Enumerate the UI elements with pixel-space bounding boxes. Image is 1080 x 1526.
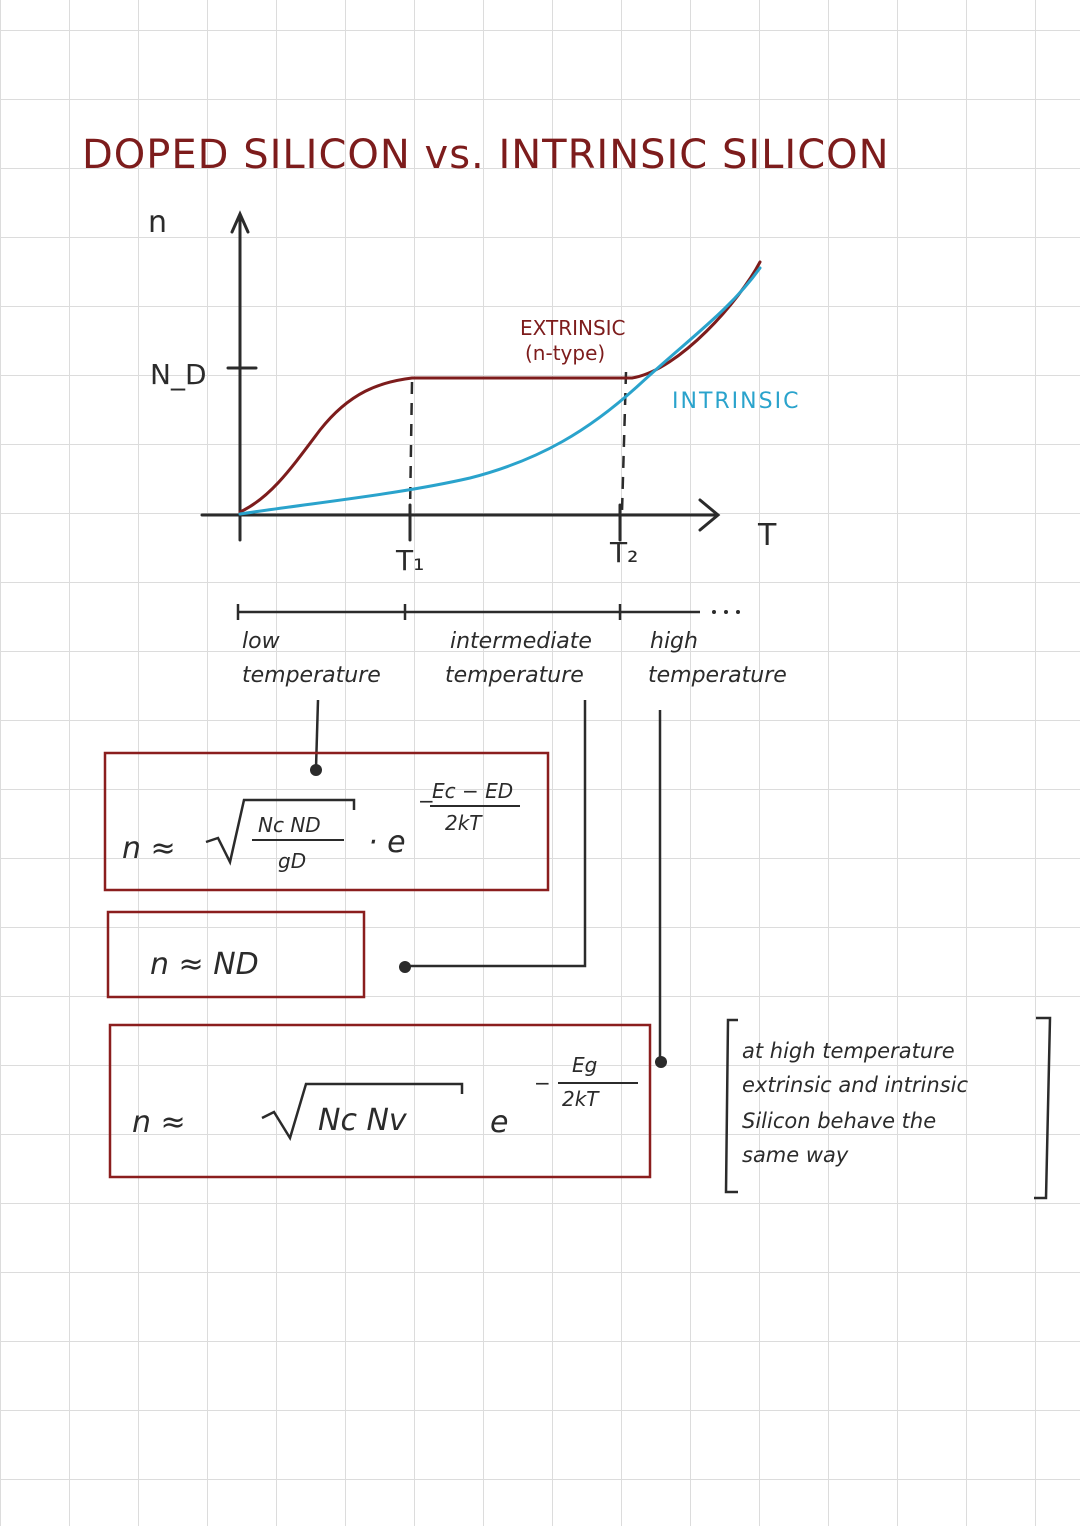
t2-dashed-line bbox=[620, 371, 628, 513]
extrinsic-curve bbox=[238, 260, 762, 514]
extrinsic-label: EXTRINSIC bbox=[520, 316, 626, 340]
t2-label: T₂ bbox=[609, 536, 638, 569]
connectors bbox=[314, 699, 662, 1060]
connector-dots bbox=[310, 764, 667, 1068]
range-bar bbox=[236, 604, 700, 620]
ellipsis-dot bbox=[724, 610, 728, 614]
low-formula-lhs: n ≈ bbox=[122, 831, 176, 866]
high-formula-box bbox=[108, 1023, 652, 1179]
ellipsis-dot bbox=[736, 610, 740, 614]
low-range-label-2: temperature bbox=[242, 663, 381, 688]
low-range-label: low bbox=[242, 629, 281, 654]
high-sqrt-sign bbox=[261, 1082, 464, 1142]
low-formula-box bbox=[103, 751, 550, 892]
high-range-label-2: temperature bbox=[648, 663, 787, 688]
x-axis-arrow bbox=[698, 498, 721, 532]
mid-connector-dot bbox=[399, 961, 411, 973]
mid-range-label: intermediate bbox=[450, 629, 592, 654]
x-axis-label: T bbox=[757, 518, 777, 553]
note-left-bracket bbox=[724, 1018, 738, 1194]
extrinsic-type-label: (n-type) bbox=[525, 341, 605, 365]
mid-formula: n ≈ ND bbox=[150, 947, 259, 982]
low-denominator: gD bbox=[278, 849, 306, 873]
low-dot-e: · e bbox=[368, 825, 406, 860]
note-line-3: Silicon behave the bbox=[742, 1109, 936, 1133]
high-connector-dot bbox=[655, 1056, 667, 1068]
high-root-content: Nc Nv bbox=[318, 1103, 408, 1138]
t1-dashed-line bbox=[408, 381, 414, 513]
guide-lines bbox=[408, 371, 628, 513]
low-numerator: Nc ND bbox=[258, 813, 321, 837]
low-connector bbox=[314, 699, 320, 769]
note-right-bracket bbox=[1034, 1016, 1052, 1200]
mid-connector bbox=[405, 700, 587, 968]
low-connector-dot bbox=[310, 764, 322, 776]
ellipsis-dot bbox=[712, 610, 716, 614]
high-formula-lhs: n ≈ bbox=[132, 1105, 186, 1140]
high-range-label: high bbox=[650, 629, 698, 654]
mid-range-label-2: temperature bbox=[445, 663, 584, 688]
high-exp-numerator: Eg bbox=[572, 1053, 597, 1077]
note-line-2: extrinsic and intrinsic bbox=[742, 1073, 968, 1097]
range-ellipsis bbox=[712, 610, 740, 614]
note-line-4: same way bbox=[742, 1143, 849, 1167]
t1-label: T₁ bbox=[395, 544, 424, 577]
low-sqrt-sign bbox=[205, 798, 356, 866]
note-line-1: at high temperature bbox=[742, 1039, 955, 1063]
intrinsic-curve bbox=[238, 266, 762, 516]
page-title: DOPED SILICON vs. INTRINSIC SILICON bbox=[82, 132, 890, 178]
high-exp-denominator: 2kT bbox=[562, 1087, 600, 1111]
high-exp-sign: − bbox=[534, 1071, 551, 1095]
low-exp-denominator: 2kT bbox=[445, 811, 483, 835]
intrinsic-label: INTRINSIC bbox=[672, 389, 800, 414]
high-e: e bbox=[490, 1105, 508, 1140]
y-axis-label: n bbox=[148, 205, 167, 240]
mid-formula-box bbox=[106, 910, 366, 999]
low-exp-numerator: Ec − ED bbox=[432, 779, 513, 803]
nd-tick-label: N_D bbox=[150, 358, 207, 391]
y-axis-arrow bbox=[230, 210, 250, 234]
